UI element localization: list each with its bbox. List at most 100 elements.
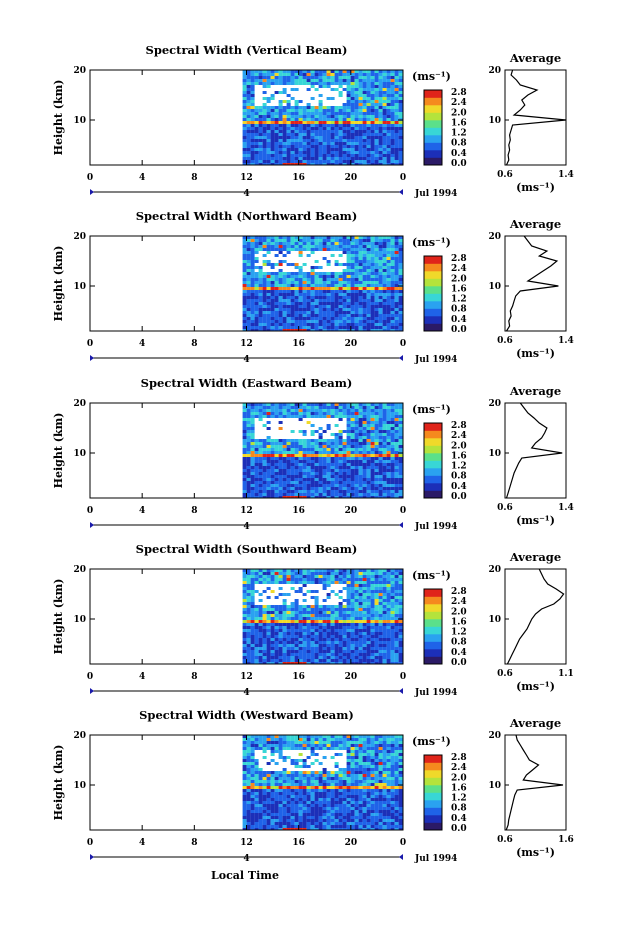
heatmap-cell <box>378 578 383 581</box>
heatmap-cell <box>354 635 359 638</box>
heatmap-cell <box>302 629 307 632</box>
colorbar-unit-label: (ms⁻¹) <box>412 569 451 582</box>
heatmap-cell <box>334 112 339 115</box>
heatmap-cell <box>294 275 299 278</box>
heatmap-cell <box>314 70 319 73</box>
heatmap-cell <box>358 644 363 647</box>
heatmap-cell <box>342 329 347 331</box>
heatmap-cell <box>330 121 335 124</box>
heatmap-cell <box>314 242 319 245</box>
heatmap-cell <box>302 160 307 163</box>
heatmap-cell <box>294 70 299 73</box>
heatmap-cell <box>382 493 387 496</box>
heatmap-cell <box>282 659 287 662</box>
heatmap-cell <box>354 151 359 154</box>
heatmap-cell <box>338 79 343 82</box>
heatmap-cell <box>370 632 375 635</box>
heatmap-cell <box>242 792 247 795</box>
heatmap-cell <box>310 299 315 302</box>
heatmap-cell <box>326 478 331 481</box>
heatmap-cell <box>334 281 339 284</box>
heatmap-cell <box>266 427 271 430</box>
heatmap-cell <box>250 493 255 496</box>
heatmap-cell <box>298 320 303 323</box>
heatmap-cell <box>382 239 387 242</box>
heatmap-cell <box>310 662 315 664</box>
heatmap-cell <box>254 311 259 314</box>
heatmap-cell <box>250 103 255 106</box>
heatmap-cell <box>342 124 347 127</box>
heatmap-cell <box>390 133 395 136</box>
heatmap-cell <box>310 439 315 442</box>
heatmap-cell <box>254 466 259 469</box>
heatmap-cell <box>286 647 291 650</box>
heatmap-cell <box>322 257 327 260</box>
heatmap-cell <box>242 578 247 581</box>
heatmap-cell <box>266 614 271 617</box>
heatmap-cell <box>394 626 399 629</box>
heatmap-cell <box>326 142 331 145</box>
heatmap-cell <box>326 329 331 331</box>
heatmap-cell <box>250 248 255 251</box>
x-tick-label: 12 <box>240 672 253 682</box>
heatmap-cell <box>314 154 319 157</box>
heatmap-cell <box>242 323 247 326</box>
heatmap-cell <box>318 629 323 632</box>
heatmap-cell <box>382 130 387 133</box>
heatmap-cell <box>286 251 291 254</box>
heatmap-cell <box>334 290 339 293</box>
heatmap-cell <box>322 662 327 664</box>
heatmap-cell <box>362 76 367 79</box>
heatmap-cell <box>386 94 391 97</box>
heatmap-cell <box>250 605 255 608</box>
heatmap-cell <box>398 638 403 641</box>
heatmap-cell <box>370 148 375 151</box>
heatmap-cell <box>338 139 343 142</box>
heatmap-cell <box>398 79 403 82</box>
heatmap-cell <box>314 409 319 412</box>
heatmap-cell <box>370 296 375 299</box>
colorbar-swatch <box>424 97 442 106</box>
heatmap-cell <box>350 647 355 650</box>
heatmap-cell <box>302 406 307 409</box>
heatmap-cell <box>266 160 271 163</box>
heatmap-cell <box>390 430 395 433</box>
heatmap-cell <box>290 76 295 79</box>
heatmap-cell <box>354 142 359 145</box>
heatmap-cell <box>346 451 351 454</box>
heatmap-cell <box>250 632 255 635</box>
heatmap-cell <box>254 650 259 653</box>
colorbar-tick-label: 0.0 <box>451 325 467 335</box>
heatmap-cell <box>310 314 315 317</box>
heatmap-cell <box>270 412 275 415</box>
heatmap-cell <box>334 133 339 136</box>
heatmap-cell <box>246 79 251 82</box>
heatmap-cell <box>354 290 359 293</box>
heatmap-cell <box>334 88 339 91</box>
heatmap-cell <box>374 629 379 632</box>
heatmap-cell <box>242 299 247 302</box>
heatmap-cell <box>246 786 251 789</box>
heatmap-cell <box>242 587 247 590</box>
heatmap-cell <box>390 157 395 160</box>
heatmap-cell <box>306 109 311 112</box>
heatmap-cell <box>362 611 367 614</box>
heatmap-cell <box>318 73 323 76</box>
heatmap-cell <box>290 403 295 406</box>
heatmap-cell <box>266 611 271 614</box>
heatmap-cell <box>274 496 279 498</box>
heatmap-cell <box>342 133 347 136</box>
heatmap-cell <box>314 451 319 454</box>
colorbar-swatch <box>424 430 442 439</box>
heatmap-cell <box>378 290 383 293</box>
heatmap-cell <box>294 457 299 460</box>
heatmap-cell <box>374 157 379 160</box>
heatmap-cell <box>262 590 267 593</box>
heatmap-cell <box>258 448 263 451</box>
heatmap-cell <box>302 139 307 142</box>
heatmap-cell <box>370 475 375 478</box>
heatmap-cell <box>326 463 331 466</box>
heatmap-cell <box>258 275 263 278</box>
heatmap-cell <box>374 659 379 662</box>
heatmap-cell <box>270 575 275 578</box>
